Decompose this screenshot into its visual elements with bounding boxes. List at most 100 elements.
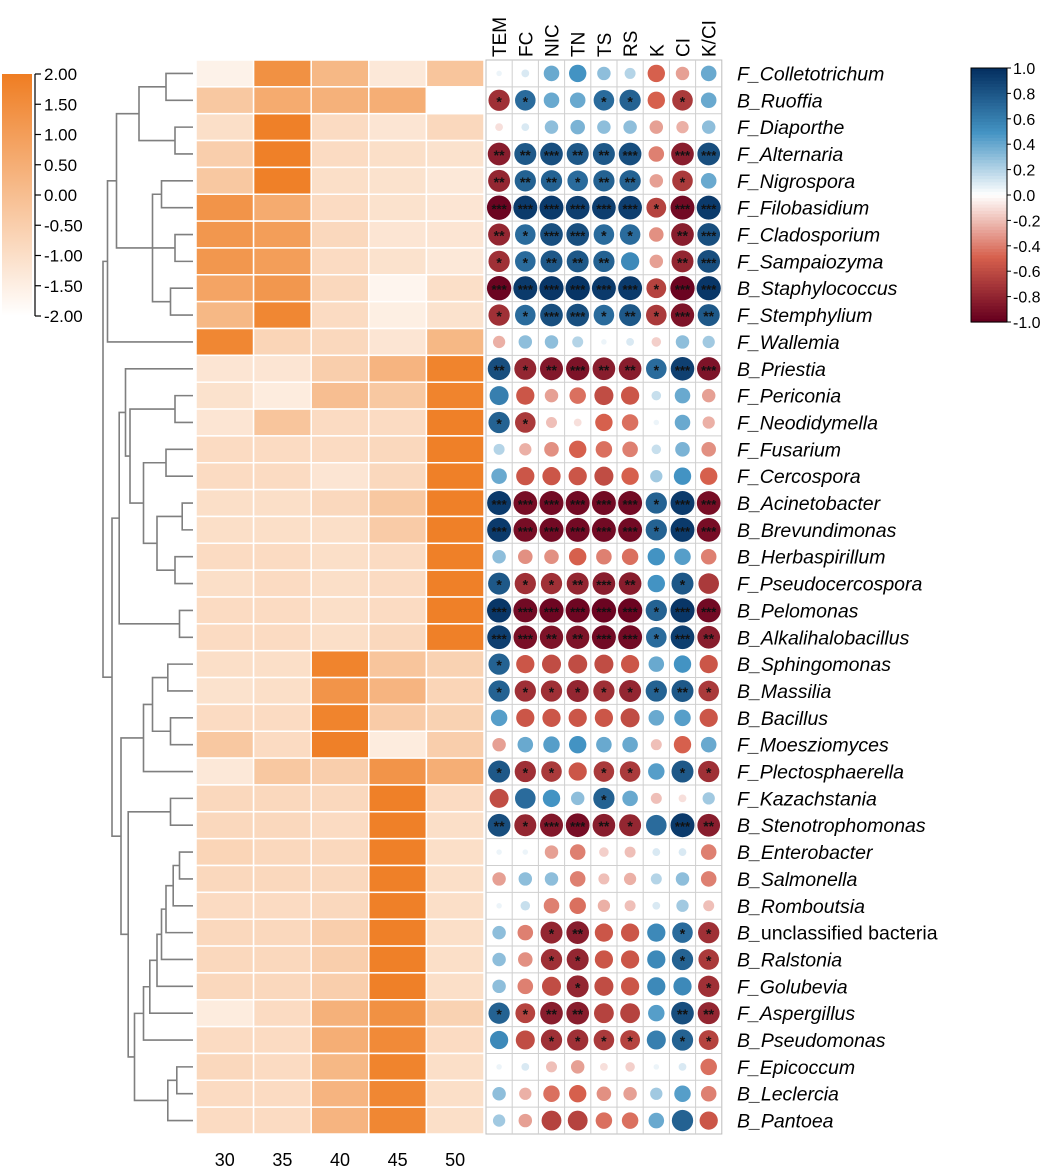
- heatmap-cell: [252, 59, 312, 88]
- heatmap-x-tick-label: 35: [272, 1150, 292, 1170]
- correlation-bubble: [565, 598, 590, 623]
- correlation-bubble: [647, 91, 665, 109]
- taxon-label: B_Pseudomonas: [737, 1030, 886, 1052]
- correlation-bubble: [493, 443, 505, 455]
- heatmap-cell: [425, 730, 485, 759]
- taxon-prefix: F_: [737, 332, 760, 354]
- taxon-label: B_Romboutsia: [737, 896, 865, 918]
- heatmap-cell: [425, 247, 485, 276]
- correlation-bubble: [650, 470, 663, 483]
- significance-label: ***: [518, 604, 534, 619]
- taxon-prefix: F_: [737, 386, 760, 408]
- correlation-bubble: [653, 419, 660, 426]
- taxon-label: F_Kazachstania: [737, 788, 877, 810]
- heatmap-cell: [252, 300, 312, 330]
- significance-label: ***: [570, 363, 586, 378]
- correlation-bubble: [544, 845, 559, 859]
- correlation-bubble: [671, 1109, 694, 1132]
- dendrogram-branch: [165, 448, 193, 477]
- significance-label: *: [706, 979, 712, 995]
- heatmap-cell: [252, 515, 312, 545]
- correlation-bubble: [566, 223, 590, 246]
- correlation-bubble: [514, 572, 536, 595]
- heatmap-cell: [252, 596, 312, 625]
- heatmap-cell: [425, 837, 485, 867]
- correlation-bubble: [518, 335, 533, 349]
- correlation-bubble: [698, 949, 719, 970]
- correlation-bubble: [543, 1085, 560, 1102]
- correlation-bubble: [652, 901, 661, 910]
- correlation-bubble: [619, 304, 642, 327]
- correlation-bubble: [513, 598, 538, 623]
- correlation-bubble: [488, 760, 511, 783]
- correlation-legend-step: [971, 163, 1007, 168]
- heatmap-cell: [368, 408, 428, 437]
- significance-label: ***: [701, 255, 717, 270]
- heatmap-cell: [195, 757, 255, 786]
- correlation-bubble: [593, 250, 615, 273]
- significance-label: ***: [544, 282, 560, 297]
- correlation-bubble: [670, 195, 695, 220]
- significance-label: ***: [701, 497, 717, 512]
- significance-label: *: [706, 1033, 712, 1049]
- heatmap-cell: [368, 569, 428, 598]
- correlation-bubble: [569, 735, 587, 754]
- significance-label: ***: [701, 282, 717, 297]
- correlation-bubble: [515, 1003, 536, 1024]
- correlation-bubble: [496, 849, 502, 855]
- correlation-bubble: [566, 303, 590, 327]
- heatmap-cell: [195, 166, 255, 195]
- heatmap-cell: [310, 811, 370, 840]
- heatmap-cell: [425, 918, 485, 947]
- correlation-bubble: [675, 335, 690, 349]
- correlation-legend-step: [971, 252, 1007, 256]
- correlation-bubble: [488, 653, 510, 675]
- correlation-bubble: [517, 924, 534, 941]
- heatmap-cell: [252, 918, 312, 947]
- taxon-name: Cladosporium: [760, 225, 880, 247]
- correlation-bubble: [620, 923, 640, 942]
- correlation-bubble: [700, 1085, 717, 1102]
- dendrogram-branch: [178, 609, 193, 639]
- correlation-legend-step: [971, 153, 1007, 158]
- heatmap-cell: [195, 649, 255, 679]
- heatmap-cell: [368, 462, 428, 491]
- taxon-prefix: B_: [737, 547, 761, 569]
- correlation-legend-step: [971, 166, 1007, 171]
- correlation-bubble: [594, 466, 614, 486]
- significance-label: *: [601, 308, 607, 324]
- heatmap-cell: [310, 488, 370, 518]
- taxon-prefix: B_: [737, 627, 761, 649]
- correlation-bubble: [492, 549, 506, 564]
- correlation-bubble: [488, 304, 510, 326]
- heatmap-legend-label: 1.00: [44, 126, 77, 145]
- significance-label: *: [680, 577, 686, 593]
- taxon-prefix: F_: [737, 762, 760, 784]
- correlation-bubble: [544, 442, 559, 457]
- significance-label: **: [625, 308, 636, 324]
- heatmap-cell: [310, 515, 370, 545]
- correlation-bubble: [487, 142, 511, 166]
- correlation-bubble: [645, 680, 667, 702]
- correlation-bubble: [646, 626, 667, 648]
- correlation-bubble: [566, 625, 590, 649]
- taxon-prefix: B_: [737, 359, 761, 381]
- significance-label: *: [523, 818, 529, 834]
- significance-label: ***: [623, 497, 639, 512]
- significance-label: **: [572, 254, 583, 270]
- significance-label: ***: [623, 631, 639, 646]
- correlation-bubble: [540, 948, 563, 971]
- correlation-bubble: [698, 760, 720, 783]
- significance-label: ***: [701, 363, 717, 378]
- heatmap-legend-label: -0.50: [44, 216, 83, 235]
- correlation-bubble: [591, 598, 617, 623]
- correlation-bubble: [542, 467, 561, 486]
- correlation-legend-step: [971, 223, 1007, 228]
- taxon-name: Wallemia: [760, 332, 840, 354]
- dendrogram-branch: [129, 408, 175, 504]
- taxon-name: Stemphylium: [760, 305, 873, 327]
- heatmap-cell: [310, 918, 370, 947]
- significance-label: ***: [596, 524, 612, 539]
- significance-label: *: [601, 1033, 607, 1049]
- correlation-bubble: [699, 1111, 718, 1130]
